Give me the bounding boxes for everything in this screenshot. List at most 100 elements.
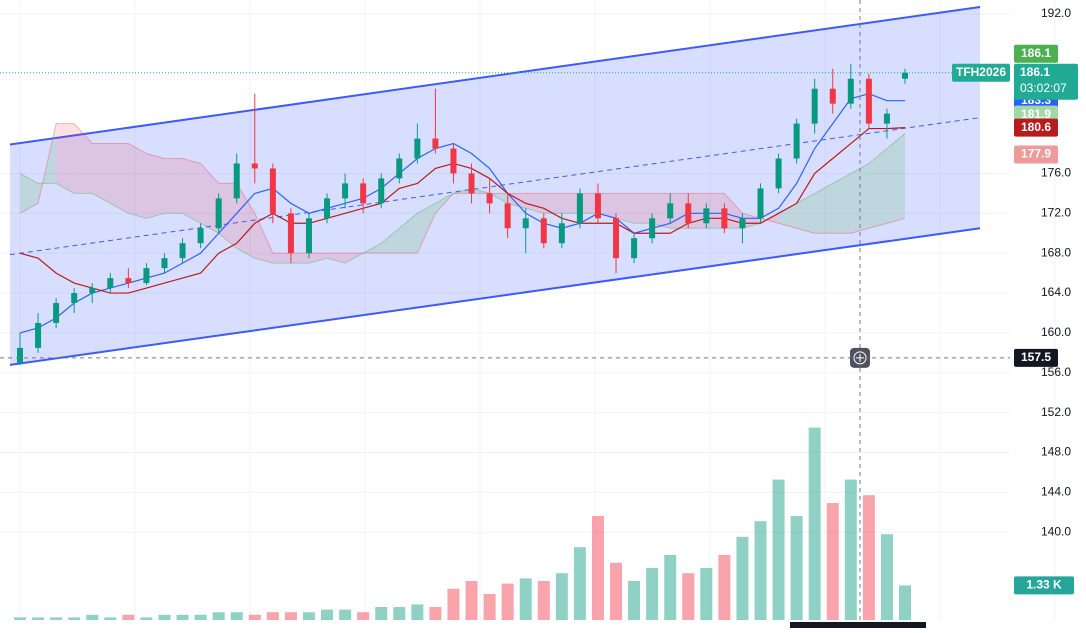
- candle-body: [486, 193, 493, 204]
- candle-body: [739, 218, 746, 229]
- candle-body: [71, 293, 78, 304]
- volume-bar: [826, 503, 839, 620]
- cloud: [236, 183, 255, 259]
- candle-body: [685, 203, 692, 224]
- channel-lower: [9, 227, 981, 366]
- volume-bar: [700, 568, 713, 620]
- price-marker: 177.9: [1021, 147, 1051, 161]
- cloud: [327, 253, 346, 264]
- cloud: [308, 253, 328, 264]
- volume-bar: [104, 617, 117, 620]
- cloud: [778, 203, 797, 229]
- candle-body: [233, 163, 240, 199]
- volume-bar: [284, 612, 297, 620]
- candle-body: [396, 158, 403, 179]
- cloud: [128, 143, 147, 219]
- countdown: 03:02:07: [1020, 81, 1067, 95]
- cloud: [435, 193, 454, 214]
- price-marker: 186.1: [1021, 46, 1051, 60]
- crosshair-label: 157.5: [1021, 350, 1051, 364]
- candle-body: [89, 288, 96, 294]
- candle-body: [305, 218, 312, 254]
- volume-bar: [393, 607, 406, 620]
- cloud: [742, 213, 761, 229]
- y-tick-label: 152.0: [1041, 405, 1071, 419]
- cloud: [814, 183, 833, 234]
- volume-bar: [610, 562, 623, 620]
- candle-body: [342, 183, 349, 199]
- cloud: [850, 163, 869, 234]
- volume-bar: [899, 585, 911, 620]
- y-tick-label: 148.0: [1041, 445, 1071, 459]
- cloud: [525, 193, 544, 214]
- cloud: [146, 153, 165, 219]
- volume-bar: [718, 555, 731, 620]
- volume-bar: [429, 607, 442, 620]
- volume-bar: [519, 578, 532, 620]
- cloud: [399, 213, 418, 254]
- price-marker-box: [1014, 118, 1058, 137]
- volume-bar: [736, 536, 749, 620]
- cloud: [543, 193, 562, 214]
- price-marker: 181.9: [1021, 107, 1051, 121]
- candle-body: [883, 113, 890, 124]
- symbol-label: TFH2026: [956, 65, 1006, 79]
- cloud-edge: [19, 133, 906, 264]
- candle-body: [35, 322, 42, 348]
- cloud: [886, 133, 905, 224]
- volume-bar: [140, 617, 153, 620]
- channel-upper: [9, 5, 981, 146]
- volume-bar: [483, 594, 496, 620]
- cloud: [200, 163, 219, 234]
- cloud: [652, 193, 671, 229]
- volume-bar: [212, 612, 225, 620]
- candle-body: [540, 218, 547, 244]
- volume-bar: [808, 427, 821, 620]
- candle-body: [197, 228, 204, 244]
- candle-body: [17, 347, 23, 363]
- cloud: [597, 193, 617, 219]
- candle-body: [721, 208, 728, 229]
- candle-body: [450, 148, 457, 174]
- cloud: [471, 188, 490, 194]
- candle-body: [143, 268, 150, 284]
- y-tick-label: 176.0: [1041, 166, 1071, 180]
- cloud: [363, 243, 382, 254]
- candle-body: [902, 72, 908, 79]
- cloud: [832, 173, 851, 234]
- cloud: [272, 253, 291, 264]
- candle-body: [865, 78, 872, 124]
- volume-label: 1.33 K: [1026, 578, 1062, 592]
- volume-bar: [682, 573, 695, 620]
- volume-bar: [230, 612, 243, 620]
- volume-bar: [321, 609, 334, 620]
- cloud: [290, 253, 309, 264]
- candle-body: [829, 88, 836, 104]
- cloud: [254, 213, 273, 264]
- volume-bar: [375, 607, 388, 620]
- volume-bar: [411, 604, 424, 620]
- y-tick-label: 140.0: [1041, 524, 1071, 538]
- candle-body: [468, 173, 475, 194]
- cloud: [706, 193, 725, 229]
- cloud: [38, 123, 57, 204]
- crosshair-label-box: [1014, 348, 1058, 367]
- y-tick-label: 160.0: [1041, 325, 1071, 339]
- volume-bar: [122, 614, 135, 620]
- volume-bar: [32, 617, 45, 620]
- last-price-box: [1014, 63, 1078, 100]
- candle-body: [324, 198, 331, 219]
- candle-body: [594, 193, 601, 219]
- volume-bar: [465, 581, 478, 620]
- candle-body: [251, 163, 258, 169]
- volume-bar: [266, 612, 279, 620]
- candle-body: [125, 278, 132, 284]
- candle-body: [269, 168, 276, 214]
- cloud: [561, 193, 580, 214]
- candle-body: [161, 258, 168, 269]
- cloud: [453, 188, 472, 194]
- cloud: [345, 253, 364, 264]
- last-price-label: 186.1: [1020, 65, 1050, 79]
